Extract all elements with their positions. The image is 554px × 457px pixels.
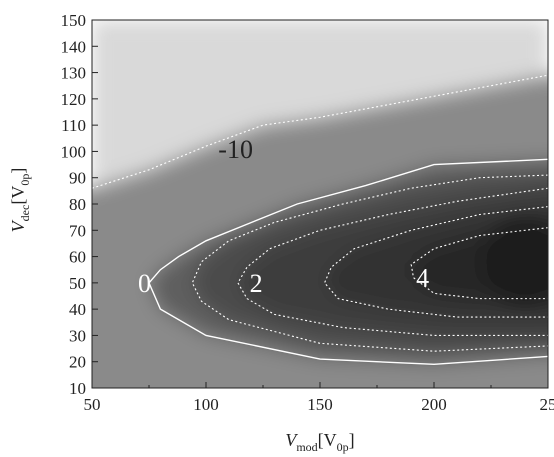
contour-label-0: -10 <box>218 135 253 164</box>
y-tick-label-1: 20 <box>69 353 86 372</box>
x-axis-label: Vmod[V0p] <box>285 430 354 454</box>
contour-line-1 <box>148 158 548 366</box>
y-tick-label-13: 140 <box>61 37 87 56</box>
y-tick-label-0: 10 <box>69 379 86 398</box>
plot-area: -10 0 2 4 <box>91 19 549 389</box>
contour-line-5 <box>410 227 548 300</box>
contour-line-0 <box>92 74 548 189</box>
y-axis-label: Vdec[V0p] <box>8 168 32 233</box>
x-tick-label-1: 100 <box>193 395 219 414</box>
y-tick-label-3: 40 <box>69 300 86 319</box>
y-tick-label-9: 100 <box>61 142 87 161</box>
contour-line-4 <box>323 206 548 318</box>
y-tick-label-10: 110 <box>61 116 86 135</box>
y-axis: 10 20 30 40 50 60 70 80 90 100 110 120 130 140 150 <box>61 11 98 398</box>
y-tick-label-5: 60 <box>69 248 86 267</box>
y-tick-label-6: 70 <box>69 221 86 240</box>
x-axis: 50 100 150 200 25 <box>84 382 554 414</box>
contour-label-1: 0 <box>138 269 151 298</box>
contour-line-3 <box>237 187 548 336</box>
peak-region <box>480 216 548 307</box>
contour-lines <box>92 74 548 366</box>
contour-label-3: 4 <box>416 264 429 293</box>
contour-labels: -10 0 2 4 <box>138 135 429 298</box>
x-tick-label-2: 150 <box>307 395 333 414</box>
y-tick-label-14: 150 <box>61 11 87 30</box>
y-tick-label-11: 120 <box>61 90 87 109</box>
y-tick-label-12: 130 <box>61 64 87 83</box>
y-tick-label-8: 90 <box>69 169 86 188</box>
x-tick-label-3: 200 <box>421 395 447 414</box>
contour-shading <box>92 20 548 388</box>
x-tick-label-4: 25 <box>540 395 554 414</box>
y-tick-label-4: 50 <box>69 274 86 293</box>
y-tick-label-2: 30 <box>69 326 86 345</box>
x-tick-label-0: 50 <box>84 395 101 414</box>
y-tick-label-7: 80 <box>69 195 86 214</box>
contour-label-2: 2 <box>250 269 263 298</box>
